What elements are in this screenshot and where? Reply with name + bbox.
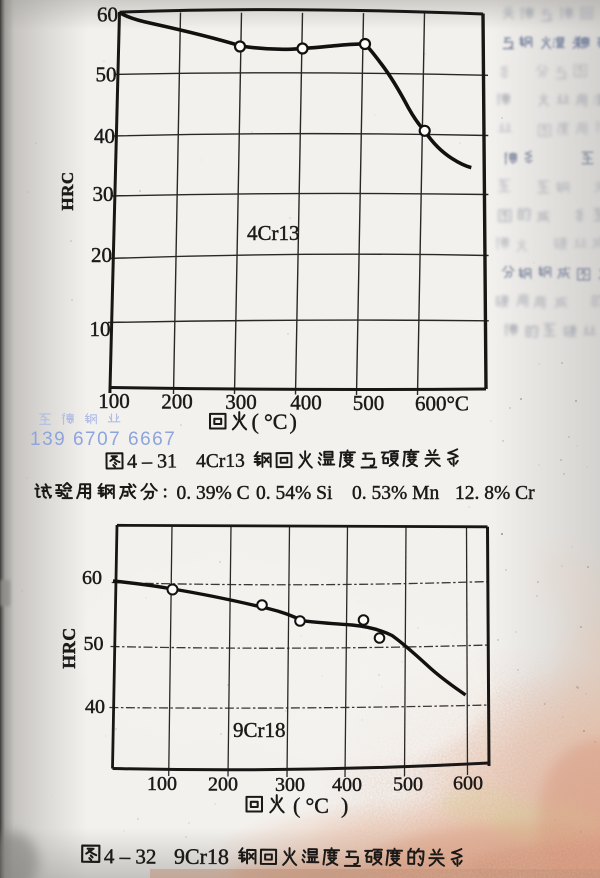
svg-text:(: ( (252, 409, 259, 434)
svg-text:): ) (290, 409, 297, 434)
svg-text:100: 100 (147, 773, 177, 795)
svg-text:12. 8% Cr: 12. 8% Cr (455, 483, 535, 504)
svg-text:500: 500 (393, 774, 423, 796)
svg-text:400: 400 (332, 774, 362, 796)
svg-text:4Cr13: 4Cr13 (196, 451, 245, 472)
svg-text:0. 54% Si: 0. 54% Si (256, 483, 333, 504)
svg-text:4 – 31: 4 – 31 (127, 450, 177, 472)
svg-text:50: 50 (96, 63, 117, 87)
svg-text:50: 50 (84, 633, 104, 655)
svg-text:600: 600 (453, 773, 483, 795)
svg-text:300: 300 (275, 774, 305, 796)
svg-text:4 – 32: 4 – 32 (104, 844, 157, 868)
svg-text:60: 60 (82, 567, 102, 589)
svg-text:40: 40 (85, 696, 105, 718)
svg-text:): ) (341, 793, 348, 818)
svg-text:139 6707 6667: 139 6707 6667 (30, 429, 176, 450)
svg-text:HRC: HRC (59, 627, 79, 669)
svg-text:600°C: 600°C (415, 392, 469, 416)
svg-text:°C: °C (306, 793, 329, 818)
svg-text:9Cr18: 9Cr18 (174, 844, 229, 869)
svg-text:40: 40 (94, 124, 115, 148)
svg-text:500: 500 (353, 391, 385, 415)
svg-text:0. 39% C: 0. 39% C (177, 483, 250, 504)
svg-text:100: 100 (98, 389, 130, 413)
svg-text:200: 200 (161, 390, 193, 414)
svg-text:0. 53% Mn: 0. 53% Mn (352, 483, 439, 504)
svg-text:20: 20 (91, 243, 112, 267)
svg-text:HRC: HRC (58, 171, 77, 210)
svg-text::: : (163, 482, 168, 503)
svg-text:30: 30 (93, 182, 114, 206)
svg-text:400: 400 (290, 391, 322, 415)
svg-text:9Cr18: 9Cr18 (233, 718, 286, 742)
svg-text:°C: °C (264, 409, 287, 434)
svg-text:300: 300 (225, 390, 257, 414)
svg-text:(: ( (293, 793, 300, 818)
svg-text:60: 60 (97, 3, 118, 27)
svg-text:4Cr13: 4Cr13 (247, 221, 300, 245)
svg-text:200: 200 (208, 774, 238, 796)
svg-text:10: 10 (90, 317, 111, 341)
